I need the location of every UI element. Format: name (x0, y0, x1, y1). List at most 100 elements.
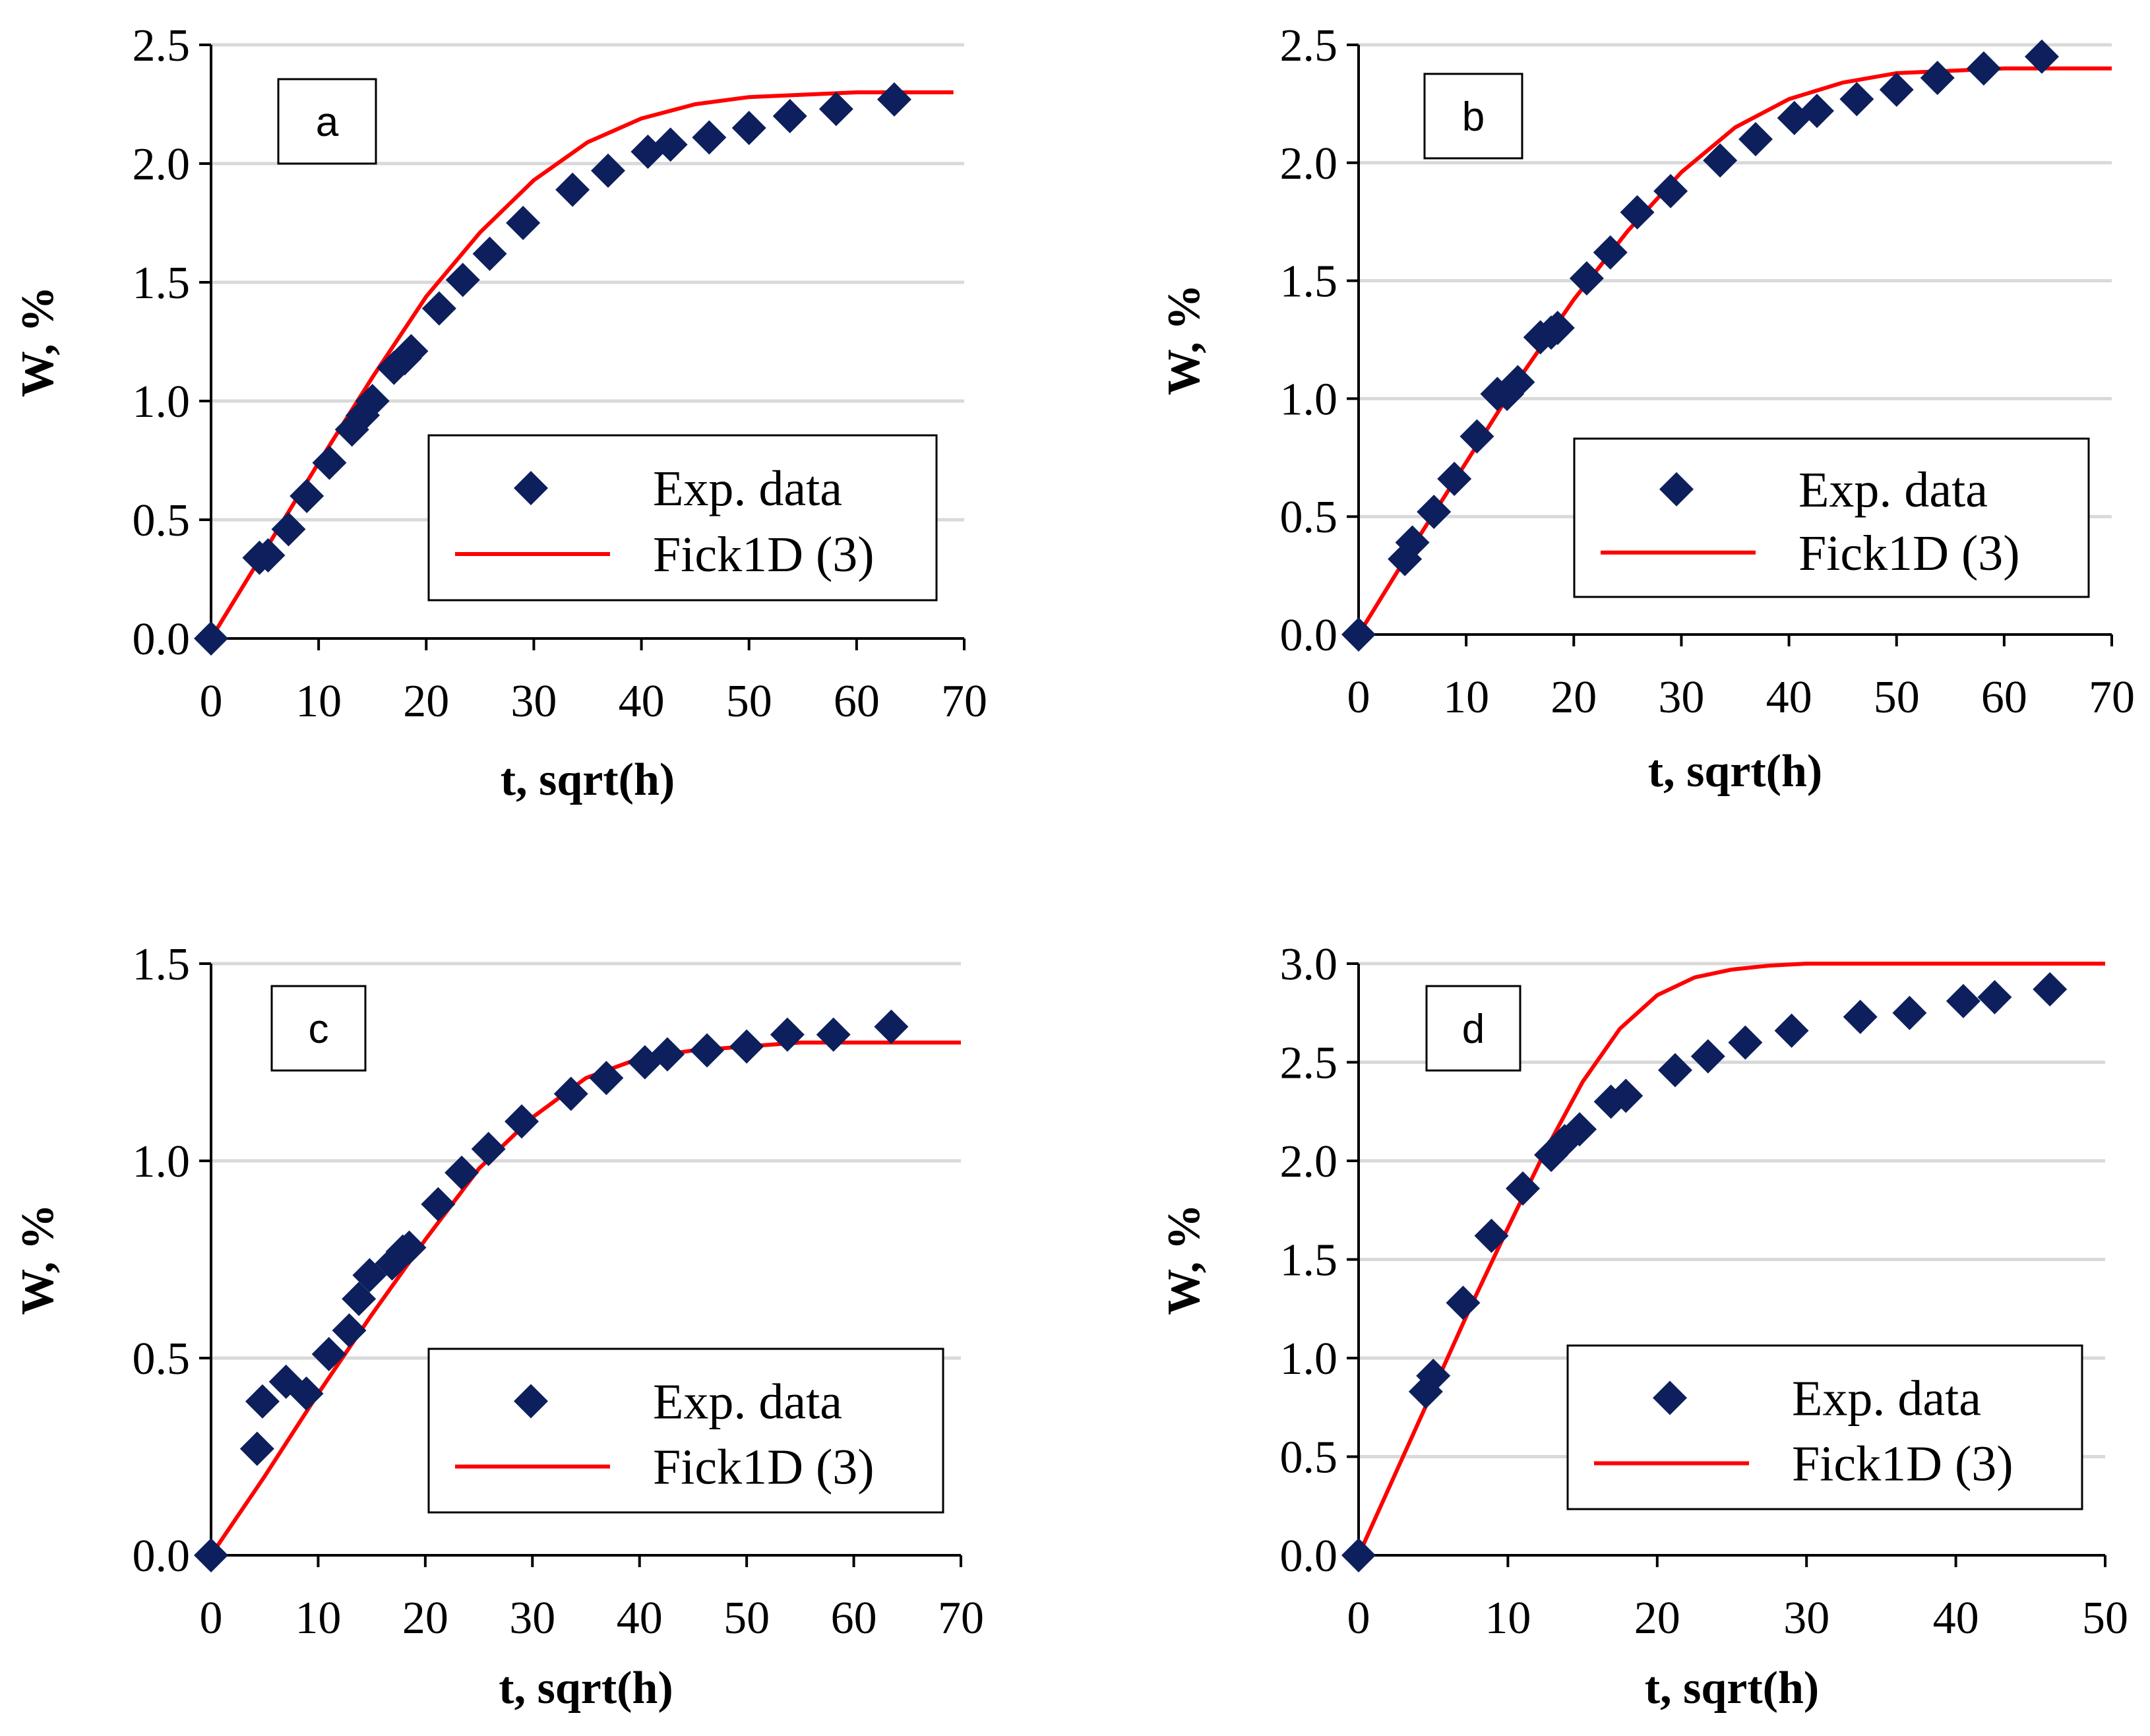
y-tick-label: 0.5 (1280, 492, 1338, 543)
panel-label: b (1462, 94, 1485, 140)
data-point (505, 1104, 539, 1139)
data-point (1738, 122, 1773, 157)
fit-line-series (209, 90, 954, 640)
data-point (1774, 1013, 1809, 1048)
x-tick-label: 20 (1634, 1593, 1680, 1644)
chart-panel-a: 0.0 0.5 1.0 1.5 2.0 2.5 0 10 20 30 40 50 60 70 t, sqrt… (13, 20, 987, 805)
data-point (421, 1187, 456, 1222)
x-tick-label: 0 (200, 1593, 223, 1644)
data-point (1690, 1039, 1725, 1074)
x-tick-label: 50 (726, 676, 772, 727)
data-point (818, 92, 853, 127)
data-point (1562, 1112, 1597, 1147)
data-point (692, 120, 727, 155)
legend-marker-swatch (514, 1384, 548, 1419)
data-point (1920, 61, 1955, 96)
data-point (653, 127, 688, 162)
data-point (1500, 365, 1535, 400)
y-tick-label: 2.5 (1280, 1038, 1338, 1089)
data-point (1892, 995, 1927, 1030)
data-point (1569, 261, 1604, 296)
x-tick-label: 40 (1933, 1593, 1979, 1644)
data-point (590, 153, 625, 188)
data-point (1609, 1078, 1643, 1113)
y-tick-label: 1.0 (1280, 374, 1338, 425)
x-tick-label: 10 (295, 676, 342, 727)
data-point (194, 621, 228, 656)
panel-label: d (1462, 1007, 1485, 1052)
x-tick-label: 40 (617, 1593, 663, 1644)
data-point (311, 1337, 346, 1372)
y-tick-label: 0.0 (133, 1531, 191, 1582)
data-point (1843, 999, 1878, 1034)
y-tick-label: 0.0 (1280, 1531, 1338, 1582)
legend-marker-swatch (1653, 1380, 1687, 1415)
data-point (194, 1538, 228, 1572)
x-tick-label: 40 (619, 676, 665, 727)
data-point (731, 111, 766, 145)
data-point (1459, 419, 1494, 454)
legend-box (1566, 1344, 2083, 1510)
y-tick-label: 2.5 (133, 20, 191, 71)
y-tick-label: 2.0 (1280, 139, 1338, 189)
x-tick-label: 10 (1485, 1593, 1531, 1644)
data-point (1879, 72, 1914, 107)
data-point (471, 1132, 506, 1167)
data-point (352, 1258, 387, 1293)
data-point (445, 263, 480, 297)
data-point (1620, 195, 1655, 230)
panel-label-box (270, 985, 367, 1072)
data-point (1728, 1025, 1763, 1060)
legend-label-exp-data: Exp. data (653, 1374, 842, 1429)
x-tick-label: 20 (402, 1593, 448, 1644)
data-point (506, 206, 541, 240)
legend-label-fit: Fick1D (3) (1798, 526, 2020, 581)
legend-label-fit: Fick1D (3) (653, 1440, 875, 1495)
y-tick-label: 2.0 (1280, 1136, 1338, 1187)
y-tick-label: 0.0 (133, 614, 191, 665)
x-axis-title: t, sqrt(h) (1648, 746, 1822, 797)
y-tick-label: 1.0 (133, 377, 191, 427)
data-point (290, 479, 324, 513)
data-point (1395, 525, 1430, 560)
data-point (239, 1431, 274, 1466)
data-point (289, 1376, 324, 1411)
data-point (312, 445, 347, 480)
data-point (553, 1076, 588, 1111)
data-point (445, 1155, 479, 1190)
x-tick-label: 70 (941, 676, 987, 727)
x-tick-label: 30 (1658, 672, 1704, 723)
data-point (770, 1017, 805, 1052)
legend-marker-swatch (514, 471, 548, 505)
x-tick-label: 0 (200, 676, 223, 727)
data-point (1946, 983, 1981, 1018)
x-tick-label: 50 (2082, 1593, 2128, 1644)
x-tick-label: 10 (295, 1593, 341, 1644)
y-tick-label: 1.5 (1280, 257, 1338, 307)
x-tick-label: 30 (509, 1593, 555, 1644)
y-tick-label: 0.5 (133, 495, 191, 546)
legend-box (427, 1348, 944, 1514)
data-point (874, 1009, 909, 1044)
y-tick-label: 1.0 (1280, 1334, 1338, 1384)
x-tick-label: 20 (403, 676, 449, 727)
x-tick-label: 30 (1783, 1593, 1829, 1644)
chart-panel-c: 0.0 0.5 1.0 1.5 0 10 20 30 40 50 60 70 t, sqrt(h) W, … (13, 939, 984, 1714)
data-point (1540, 311, 1575, 346)
y-axis-title: W, % (13, 286, 63, 398)
chart-panel-d: 0.0 0.5 1.0 1.5 2.0 2.5 3.0 0 10 20 30 40 50 t, sqrt(… (1159, 939, 2128, 1714)
legend-label-exp-data: Exp. data (653, 461, 842, 516)
data-point (2024, 39, 2059, 74)
legend-box (427, 434, 938, 602)
legend-label-exp-data: Exp. data (1792, 1371, 1981, 1426)
data-point (1341, 1538, 1376, 1572)
data-point (342, 1282, 377, 1317)
data-point (392, 1230, 427, 1265)
data-point (729, 1029, 764, 1064)
x-axis-title: t, sqrt(h) (499, 1663, 673, 1714)
y-axis-title: W, % (1159, 284, 1210, 396)
data-point (2033, 972, 2068, 1007)
y-tick-label: 3.0 (1280, 939, 1338, 990)
x-tick-label: 60 (831, 1593, 877, 1644)
